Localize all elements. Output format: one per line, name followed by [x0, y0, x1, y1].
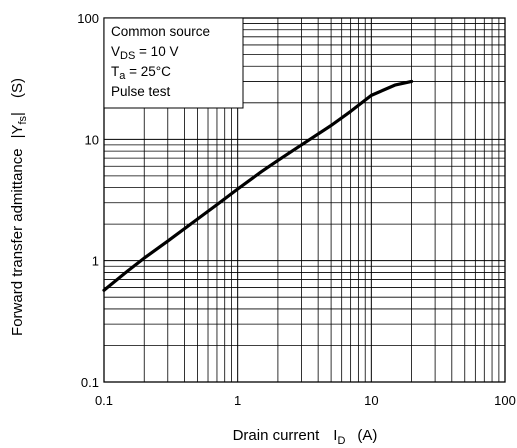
y-axis-title: Forward transfer admittance|Yfs|(S) [9, 78, 29, 336]
tick-labels: 0.1 1 10 100 0.1 1 10 100 [77, 11, 516, 408]
x-tick-label: 10 [364, 393, 378, 408]
legend-line-2: VDS = 10 V [111, 44, 178, 62]
series-layer [102, 79, 414, 292]
legend-line-4: Pulse test [111, 84, 171, 99]
plot-frame [103, 17, 506, 383]
series-line [102, 79, 414, 292]
legend-line-1: Common source [111, 24, 210, 39]
y-tick-label: 10 [85, 132, 99, 147]
legend-line-3: Ta = 25°C [111, 64, 171, 82]
x-axis-title: Drain current ID (A) [233, 427, 378, 447]
legend: Common source VDS = 10 V Ta = 25°C Pulse… [103, 17, 244, 109]
legend-box [103, 17, 244, 109]
x-tick-label: 1 [234, 393, 241, 408]
y-tick-label: 100 [77, 11, 99, 26]
x-tick-label: 0.1 [95, 393, 113, 408]
y-tick-label: 1 [92, 254, 99, 269]
x-tick-label: 100 [494, 393, 516, 408]
y-tick-label: 0.1 [81, 375, 99, 390]
